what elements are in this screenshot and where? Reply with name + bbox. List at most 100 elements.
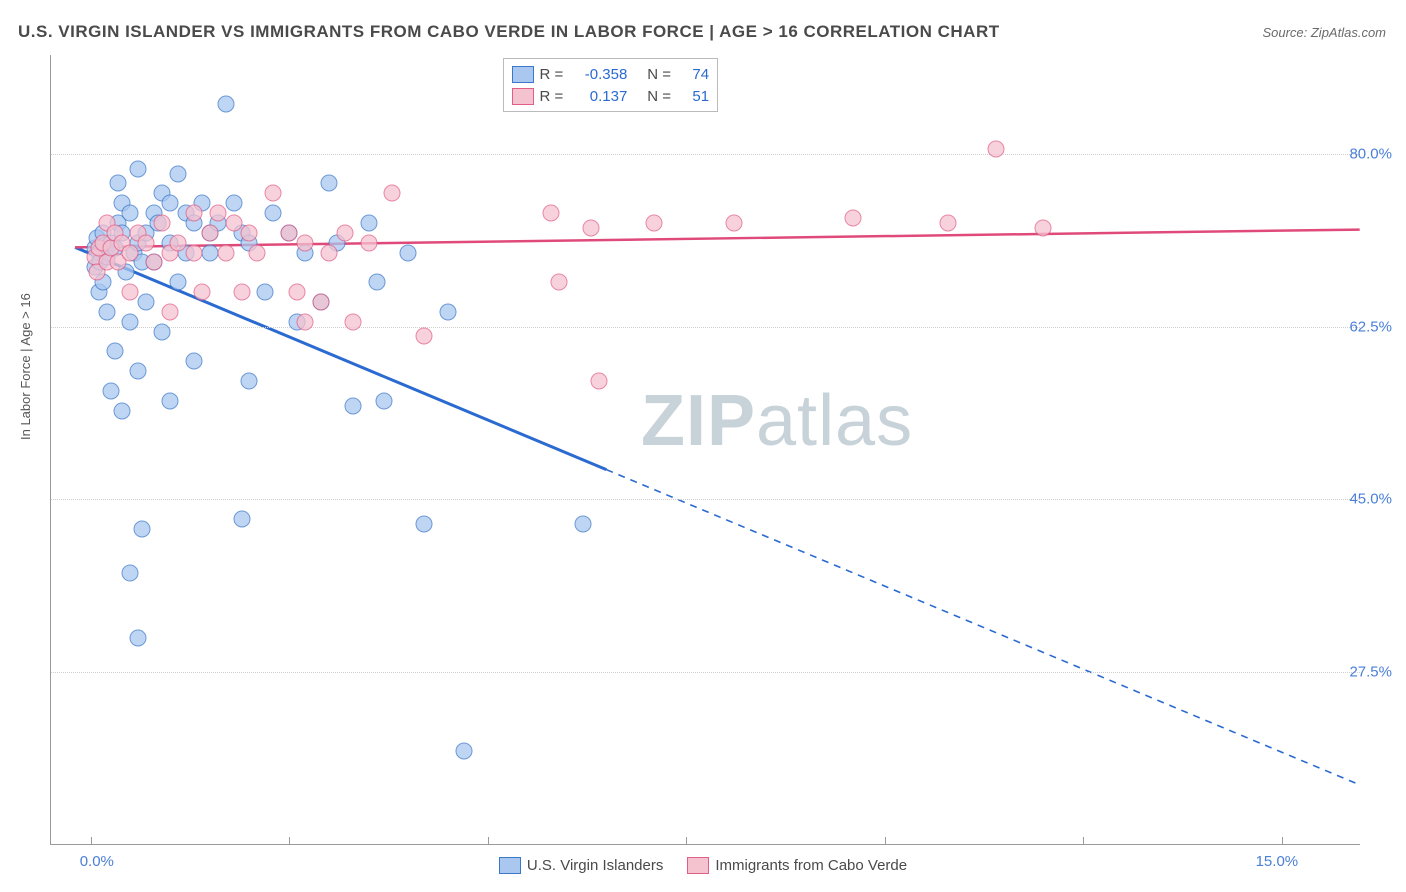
regression-solid	[75, 230, 1360, 248]
y-tick-label: 80.0%	[1349, 145, 1392, 162]
scatter-point	[400, 244, 417, 261]
scatter-point	[225, 214, 242, 231]
legend-label: Immigrants from Cabo Verde	[715, 857, 907, 874]
x-tick	[289, 837, 290, 845]
x-tick	[885, 837, 886, 845]
scatter-point	[170, 234, 187, 251]
scatter-point	[114, 402, 131, 419]
scatter-point	[217, 244, 234, 261]
scatter-point	[233, 284, 250, 301]
scatter-point	[384, 185, 401, 202]
scatter-point	[225, 195, 242, 212]
scatter-point	[201, 224, 218, 241]
plot-area: ZIPatlas	[50, 55, 1360, 845]
scatter-point	[574, 516, 591, 533]
gridline-h	[51, 154, 1360, 155]
source-label: Source: ZipAtlas.com	[1262, 25, 1386, 40]
chart-container: U.S. VIRGIN ISLANDER VS IMMIGRANTS FROM …	[0, 0, 1406, 892]
scatter-point	[551, 274, 568, 291]
r-label: R =	[540, 66, 564, 83]
y-tick-label: 62.5%	[1349, 318, 1392, 335]
bottom-legend: U.S. Virgin Islanders Immigrants from Cab…	[0, 857, 1406, 878]
scatter-point	[193, 284, 210, 301]
scatter-point	[122, 284, 139, 301]
scatter-point	[122, 205, 139, 222]
scatter-point	[185, 205, 202, 222]
scatter-point	[170, 274, 187, 291]
scatter-point	[265, 205, 282, 222]
scatter-point	[543, 205, 560, 222]
scatter-point	[940, 214, 957, 231]
scatter-point	[110, 175, 127, 192]
scatter-point	[376, 392, 393, 409]
regression-solid	[75, 247, 606, 469]
stats-legend-row: R = -0.358 N = 74	[512, 63, 710, 85]
x-tick	[1083, 837, 1084, 845]
scatter-point	[130, 629, 147, 646]
n-label: N =	[647, 88, 671, 105]
scatter-point	[233, 511, 250, 528]
scatter-point	[249, 244, 266, 261]
scatter-point	[134, 521, 151, 538]
legend-swatch	[512, 88, 534, 105]
scatter-point	[130, 363, 147, 380]
scatter-point	[241, 372, 258, 389]
scatter-point	[289, 284, 306, 301]
regression-lines-layer	[51, 55, 1360, 844]
scatter-point	[162, 303, 179, 320]
scatter-point	[360, 214, 377, 231]
scatter-point	[122, 565, 139, 582]
scatter-point	[185, 353, 202, 370]
scatter-point	[106, 343, 123, 360]
x-tick-label: 15.0%	[1256, 853, 1299, 870]
r-label: R =	[540, 88, 564, 105]
scatter-point	[122, 313, 139, 330]
scatter-point	[336, 224, 353, 241]
scatter-point	[122, 244, 139, 261]
scatter-point	[185, 244, 202, 261]
scatter-point	[439, 303, 456, 320]
legend-swatch	[687, 857, 709, 874]
scatter-point	[154, 214, 171, 231]
scatter-point	[162, 392, 179, 409]
scatter-point	[257, 284, 274, 301]
stats-legend-row: R = 0.137 N = 51	[512, 85, 710, 107]
r-value: -0.358	[573, 66, 627, 83]
n-value: 51	[681, 88, 709, 105]
scatter-point	[725, 214, 742, 231]
scatter-point	[265, 185, 282, 202]
scatter-point	[455, 743, 472, 760]
n-value: 74	[681, 66, 709, 83]
scatter-point	[98, 303, 115, 320]
scatter-point	[281, 224, 298, 241]
n-label: N =	[647, 66, 671, 83]
scatter-point	[320, 175, 337, 192]
watermark: ZIPatlas	[641, 380, 913, 462]
scatter-point	[844, 209, 861, 226]
regression-dashed	[606, 470, 1359, 785]
scatter-point	[590, 372, 607, 389]
r-value: 0.137	[573, 88, 627, 105]
y-axis-label: In Labor Force | Age > 16	[18, 293, 33, 440]
x-tick	[686, 837, 687, 845]
x-tick	[488, 837, 489, 845]
scatter-point	[344, 313, 361, 330]
legend-label: U.S. Virgin Islanders	[527, 857, 663, 874]
scatter-point	[102, 382, 119, 399]
chart-title: U.S. VIRGIN ISLANDER VS IMMIGRANTS FROM …	[18, 22, 1000, 42]
scatter-point	[368, 274, 385, 291]
scatter-point	[312, 293, 329, 310]
legend-swatch	[512, 66, 534, 83]
y-tick-label: 45.0%	[1349, 491, 1392, 508]
scatter-point	[1035, 219, 1052, 236]
gridline-h	[51, 672, 1360, 673]
x-tick	[91, 837, 92, 845]
gridline-h	[51, 327, 1360, 328]
scatter-point	[138, 234, 155, 251]
scatter-point	[201, 244, 218, 261]
x-tick	[1282, 837, 1283, 845]
stats-legend: R = -0.358 N = 74 R = 0.137 N = 51	[503, 58, 719, 112]
scatter-point	[170, 165, 187, 182]
scatter-point	[297, 234, 314, 251]
scatter-point	[130, 160, 147, 177]
